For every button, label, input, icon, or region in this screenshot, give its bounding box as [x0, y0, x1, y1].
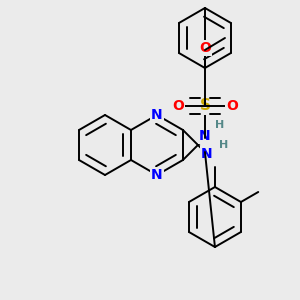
Text: O: O [199, 41, 211, 55]
Text: H: H [219, 140, 228, 150]
Text: N: N [151, 108, 163, 122]
Text: O: O [172, 99, 184, 113]
Text: O: O [226, 99, 238, 113]
Text: S: S [200, 98, 210, 113]
Text: N: N [151, 168, 163, 182]
Text: N: N [199, 129, 211, 143]
Text: N: N [201, 147, 213, 161]
Text: H: H [215, 120, 224, 130]
